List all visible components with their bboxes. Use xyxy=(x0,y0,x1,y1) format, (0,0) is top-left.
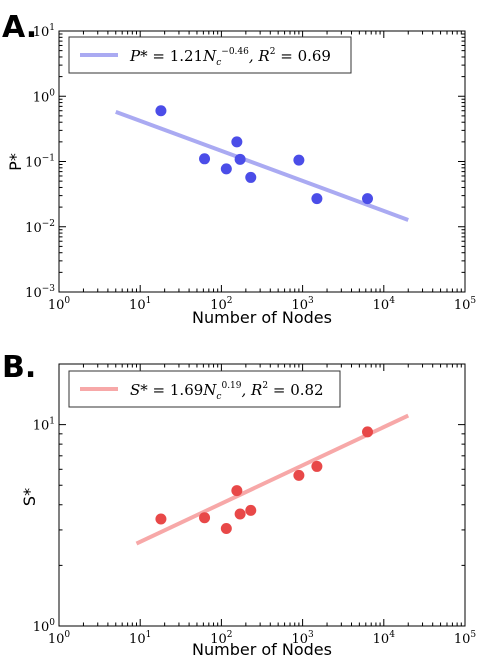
panel-b-legend: S* = 1.69Nc0.19, R2 = 0.82 xyxy=(68,370,341,408)
panel-b-data-point xyxy=(155,513,167,525)
panel-b: B. Number of Nodes S* 100 101 102 103 104 105… xyxy=(2,350,476,659)
panel-a-legend-box xyxy=(68,36,352,74)
panel-b-plot-frame xyxy=(58,363,466,627)
panel-a-ticks: 100 101 102 103 104 105 10−3 10−2 10−1 100 101 xyxy=(25,23,476,313)
panel-b-y-axis-label: S* xyxy=(20,488,39,506)
panel-b-fit-line xyxy=(135,413,410,546)
panel-a-x-tick-label: 104 xyxy=(373,296,396,313)
panel-a-y-tick-label: 101 xyxy=(33,23,55,40)
panel-b-points xyxy=(155,426,374,534)
panel-a-plot-frame xyxy=(58,30,466,293)
panel-a-letter: A. xyxy=(2,10,37,45)
panel-a-x-tick-label: 102 xyxy=(210,296,232,313)
panel-b-letter: B. xyxy=(2,350,36,385)
panel-b-ticks: 100 101 102 103 104 105 100 101 xyxy=(33,363,477,647)
panel-b-data-point xyxy=(231,485,243,497)
panel-a-x-axis-label: Number of Nodes xyxy=(192,308,332,327)
panel-a-x-tick-label: 100 xyxy=(48,296,71,313)
panel-a-fit-line-path xyxy=(115,109,409,222)
panel-b-x-tick-label: 102 xyxy=(210,630,232,647)
panel-b-fit-line-path xyxy=(135,413,410,546)
panel-b-data-point xyxy=(220,522,232,534)
panel-a-data-point xyxy=(220,163,232,175)
panel-a-fit-line xyxy=(115,109,409,222)
panel-a-data-point xyxy=(155,105,167,117)
panel-b-x-tick-label: 101 xyxy=(129,630,151,647)
panel-b-x-tick-label: 105 xyxy=(454,630,477,647)
panel-a-legend: P* = 1.21Nc−0.46, R2 = 0.69 xyxy=(68,36,352,74)
panel-a-y-tick-label: 10−2 xyxy=(25,219,55,236)
panel-a-x-tick-label: 105 xyxy=(454,296,477,313)
panel-a-y-tick-label: 10−1 xyxy=(25,154,55,171)
panel-a-data-point xyxy=(293,154,305,166)
panel-a: A. Number of Nodes P* 100 101 102 103 104 105… xyxy=(2,10,476,327)
panel-a-y-tick-label: 10−3 xyxy=(25,284,55,301)
panel-b-x-tick-label: 103 xyxy=(291,630,314,647)
panel-b-x-axis-label: Number of Nodes xyxy=(192,640,332,659)
panel-a-data-point xyxy=(362,193,374,205)
panel-a-data-point xyxy=(231,136,243,148)
panel-b-data-point xyxy=(362,426,374,438)
panel-b-data-point xyxy=(293,469,305,481)
panel-b-data-point xyxy=(311,460,323,472)
panel-b-x-tick-label: 104 xyxy=(373,630,396,647)
panel-b-data-point xyxy=(245,504,257,516)
panel-a-data-point xyxy=(311,193,323,205)
panel-a-points xyxy=(155,105,374,205)
panel-a-x-tick-label: 101 xyxy=(129,296,151,313)
panel-b-data-point xyxy=(199,512,211,524)
panel-a-x-tick-label: 103 xyxy=(291,296,314,313)
panel-b-y-tick-label: 101 xyxy=(33,417,55,434)
panel-a-data-point xyxy=(234,153,246,165)
panel-b-x-tick-label: 100 xyxy=(48,630,71,647)
panel-a-data-point xyxy=(245,171,257,183)
panel-a-y-tick-label: 100 xyxy=(33,88,56,105)
panel-a-y-axis-label: P* xyxy=(6,153,25,171)
panel-b-data-point xyxy=(234,508,246,520)
panel-a-data-point xyxy=(199,153,211,165)
panel-b-y-tick-label: 100 xyxy=(33,618,56,635)
